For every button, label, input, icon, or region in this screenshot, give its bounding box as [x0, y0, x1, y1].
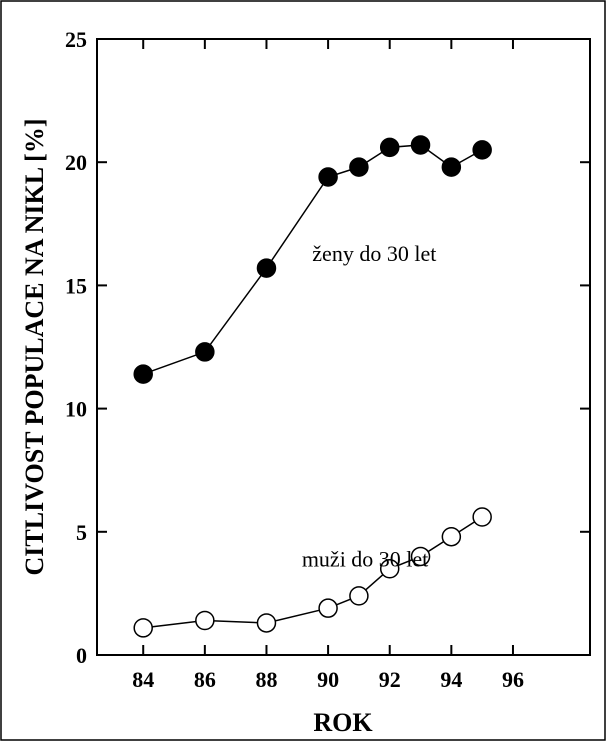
- data-point: [318, 167, 338, 187]
- series-line: [143, 516, 483, 629]
- data-point: [195, 342, 215, 362]
- y-tick-label: 20: [65, 150, 87, 175]
- x-tick-label: 88: [255, 667, 277, 692]
- y-tick-label: 10: [65, 397, 87, 422]
- x-tick-label: 94: [440, 667, 462, 692]
- x-tick-label: 86: [194, 667, 216, 692]
- y-tick-label: 15: [65, 273, 87, 298]
- data-point: [410, 546, 431, 567]
- data-point: [349, 586, 369, 606]
- x-tick-label: 96: [502, 667, 524, 692]
- data-point: [318, 598, 338, 618]
- data-point: [133, 364, 153, 384]
- data-point: [256, 258, 277, 278]
- data-point: [256, 613, 277, 633]
- data-point: [472, 507, 492, 527]
- plot-area-frame: [96, 38, 591, 656]
- data-point: [195, 610, 215, 631]
- data-point: [379, 559, 400, 579]
- y-tick-label: 25: [65, 27, 87, 52]
- x-tick-label: 92: [379, 667, 401, 692]
- x-tick-label: 84: [132, 667, 154, 692]
- x-axis-label: ROK: [313, 708, 373, 737]
- x-tick-label: 90: [317, 667, 339, 692]
- y-axis-label: CITLIVOST POPULACE NA NIKL [%]: [20, 119, 49, 576]
- axis-ticks: [97, 38, 590, 656]
- annotation-label: muži do 30 let: [302, 546, 428, 571]
- data-point: [441, 157, 462, 177]
- data-point: [379, 137, 400, 158]
- y-tick-label: 5: [76, 520, 87, 545]
- data-point: [410, 135, 431, 155]
- data-point: [441, 526, 462, 547]
- data-point: [472, 140, 492, 160]
- series-layer: [133, 135, 492, 638]
- labels-layer: 84 86 88 90 92 94 96 0 5 10 15 20 25 ženy do 30 let mu…: [65, 27, 524, 692]
- y-tick-label: 0: [76, 643, 87, 668]
- annotation-label: ženy do 30 let: [312, 241, 436, 266]
- data-point: [349, 157, 369, 177]
- data-point: [133, 618, 153, 638]
